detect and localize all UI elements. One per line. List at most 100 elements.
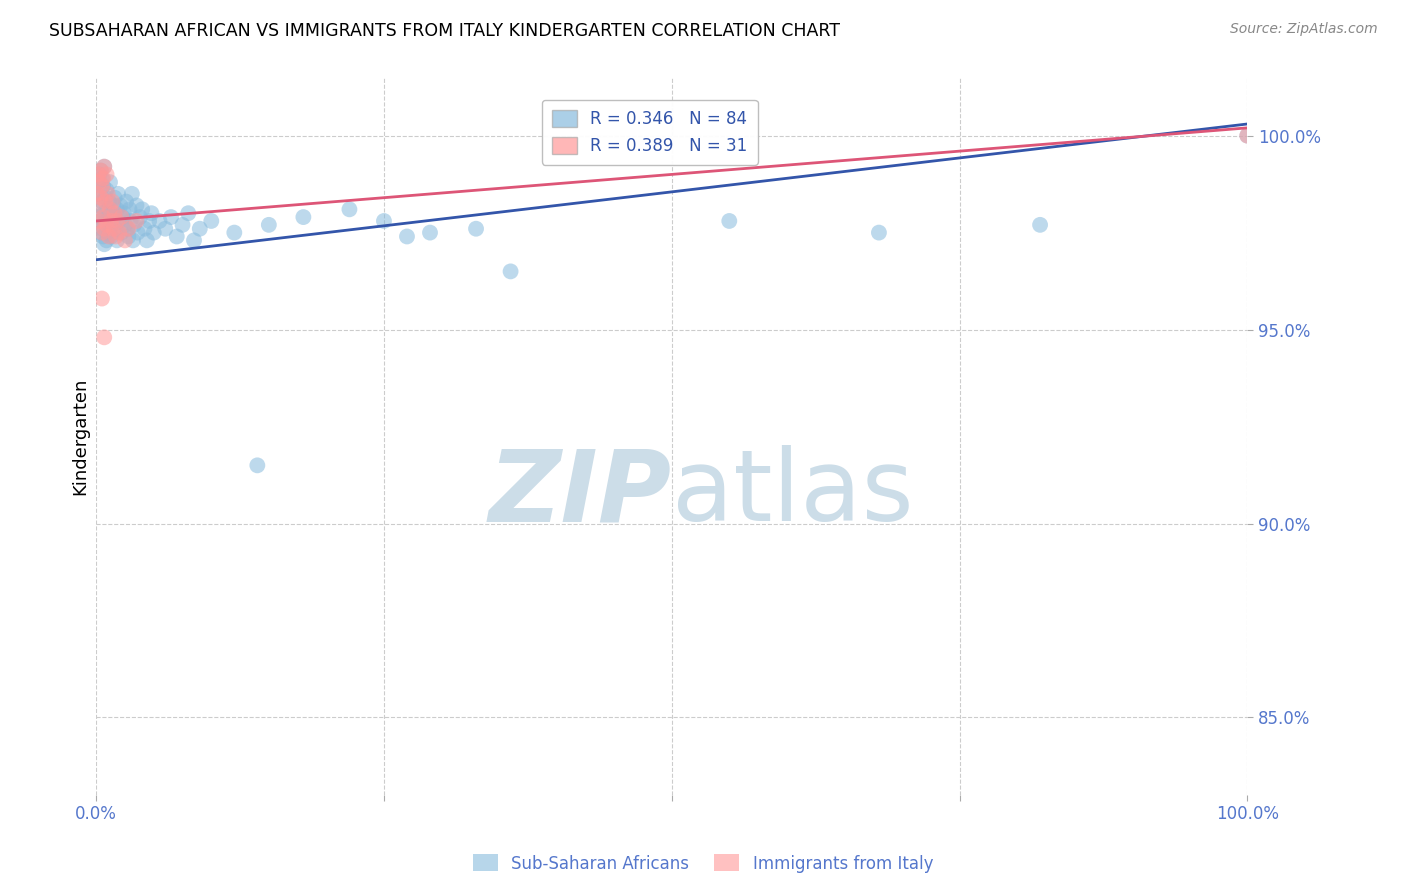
Point: [718, 214, 741, 228]
Point: [97, 210, 120, 224]
Point: [87, 168, 110, 182]
Point: [86, 186, 108, 201]
Point: [93, 160, 115, 174]
Point: [89, 214, 111, 228]
Point: [110, 226, 132, 240]
Point: [97, 194, 120, 209]
Point: [183, 233, 205, 247]
Point: [91, 210, 114, 224]
Point: [465, 221, 488, 235]
Point: [129, 210, 152, 224]
Point: [90, 183, 112, 197]
Point: [122, 233, 145, 247]
Point: [148, 214, 170, 228]
Point: [89, 226, 111, 240]
Point: [155, 221, 177, 235]
Point: [117, 221, 139, 235]
Point: [97, 202, 120, 217]
Point: [115, 194, 138, 209]
Text: SUBSAHARAN AFRICAN VS IMMIGRANTS FROM ITALY KINDERGARTEN CORRELATION CHART: SUBSAHARAN AFRICAN VS IMMIGRANTS FROM IT…: [49, 22, 841, 40]
Point: [91, 292, 114, 306]
Point: [160, 210, 183, 224]
Point: [110, 198, 132, 212]
Point: [100, 206, 122, 220]
Point: [1236, 128, 1258, 143]
Point: [134, 221, 156, 235]
Legend: R = 0.346   N = 84, R = 0.389   N = 31: R = 0.346 N = 84, R = 0.389 N = 31: [541, 100, 758, 165]
Point: [1236, 128, 1258, 143]
Point: [96, 168, 118, 182]
Point: [103, 198, 125, 212]
Point: [188, 221, 211, 235]
Point: [142, 226, 165, 240]
Point: [90, 191, 112, 205]
Point: [86, 186, 108, 201]
Point: [93, 221, 115, 235]
Point: [104, 221, 127, 235]
Point: [91, 179, 114, 194]
Point: [103, 226, 125, 240]
Point: [101, 218, 124, 232]
Point: [111, 210, 134, 224]
Point: [91, 194, 114, 209]
Point: [105, 233, 128, 247]
Point: [90, 214, 112, 228]
Point: [100, 229, 122, 244]
Point: [91, 171, 114, 186]
Point: [114, 218, 136, 232]
Point: [108, 226, 131, 240]
Point: [89, 168, 111, 182]
Point: [117, 229, 139, 244]
Point: [112, 206, 135, 220]
Text: atlas: atlas: [672, 445, 914, 542]
Point: [98, 202, 121, 217]
Point: [166, 229, 188, 244]
Point: [107, 186, 129, 201]
Point: [97, 229, 120, 244]
Point: [395, 229, 418, 244]
Point: [127, 226, 149, 240]
Point: [89, 175, 111, 189]
Point: [100, 214, 122, 228]
Point: [104, 210, 127, 224]
Point: [118, 202, 141, 217]
Point: [98, 175, 121, 189]
Point: [131, 202, 153, 217]
Point: [91, 171, 114, 186]
Point: [373, 214, 395, 228]
Point: [224, 226, 246, 240]
Point: [98, 221, 121, 235]
Point: [122, 218, 145, 232]
Point: [1029, 218, 1052, 232]
Point: [200, 214, 222, 228]
Point: [87, 210, 110, 224]
Point: [108, 214, 131, 228]
Point: [91, 179, 114, 194]
Point: [110, 210, 132, 224]
Point: [104, 191, 127, 205]
Point: [94, 214, 117, 228]
Point: [91, 221, 114, 235]
Point: [90, 163, 112, 178]
Point: [90, 163, 112, 178]
Point: [87, 198, 110, 212]
Point: [125, 198, 148, 212]
Point: [499, 264, 522, 278]
Point: [419, 226, 441, 240]
Point: [105, 202, 128, 217]
Point: [339, 202, 361, 217]
Point: [135, 233, 157, 247]
Point: [246, 458, 269, 473]
Point: [93, 206, 115, 220]
Point: [141, 206, 163, 220]
Point: [125, 214, 148, 228]
Point: [87, 175, 110, 189]
Point: [94, 194, 117, 209]
Point: [868, 226, 890, 240]
Point: [89, 198, 111, 212]
Point: [177, 206, 200, 220]
Point: [117, 221, 139, 235]
Point: [91, 229, 114, 244]
Point: [257, 218, 280, 232]
Point: [121, 186, 143, 201]
